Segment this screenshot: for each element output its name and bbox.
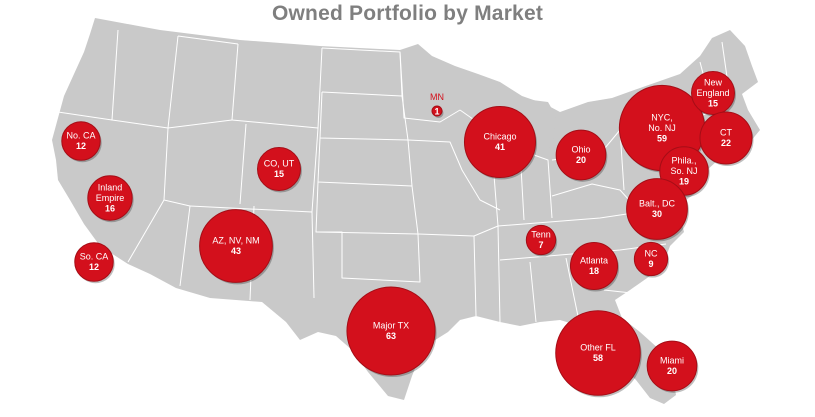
market-bubble — [555, 310, 641, 396]
market-bubble — [569, 241, 619, 291]
market-label: Chicago — [483, 132, 516, 142]
market-bubble — [525, 224, 557, 256]
market-bubble — [626, 178, 688, 240]
market-label: Major TX — [373, 321, 409, 331]
market-value: 18 — [589, 266, 599, 276]
map-title: Owned Portfolio by Market — [271, 2, 544, 25]
market-label: NC — [645, 249, 658, 259]
market-label: Miami — [660, 356, 684, 366]
market-value: 22 — [721, 138, 731, 148]
market-value: 58 — [593, 353, 603, 363]
market-bubble — [646, 340, 698, 392]
market-value: 30 — [652, 209, 662, 219]
market-bubble — [61, 121, 101, 161]
market-label: MN — [430, 92, 444, 102]
market-value: 16 — [105, 203, 115, 213]
market-label: NYC, — [651, 112, 673, 122]
market-value: 63 — [386, 331, 396, 341]
market-label: Tenn — [531, 230, 551, 240]
market-label: CT — [720, 128, 732, 138]
market-value: 20 — [667, 366, 677, 376]
market-bubble — [633, 241, 669, 277]
market-value: 1 — [434, 107, 439, 117]
market-label: England — [696, 88, 729, 98]
market-bubble — [431, 105, 443, 117]
market-label: No. NJ — [648, 123, 676, 133]
market-bubble — [346, 286, 436, 376]
market-mn: MN 1 — [430, 92, 444, 118]
market-value: 59 — [657, 133, 667, 143]
market-bubble — [74, 242, 114, 282]
market-label: CO, UT — [264, 159, 295, 169]
market-bubble — [555, 129, 607, 181]
market-nc: NC9 — [633, 241, 670, 278]
market-label: Inland — [98, 182, 123, 192]
market-bubble — [87, 175, 133, 221]
market-value: 19 — [679, 176, 689, 186]
market-value: 20 — [576, 155, 586, 165]
market-label: So. CA — [80, 252, 109, 262]
market-bubble — [691, 71, 735, 115]
market-bubble — [463, 105, 537, 179]
market-bubble — [699, 111, 753, 165]
market-label: Empire — [96, 193, 125, 203]
market-value: 15 — [274, 169, 284, 179]
market-value: 15 — [708, 98, 718, 108]
market-value: 7 — [538, 240, 543, 250]
market-label: Other FL — [580, 343, 616, 353]
market-label: New — [704, 77, 723, 87]
market-value: 12 — [76, 141, 86, 151]
market-label: Balt., DC — [639, 199, 676, 209]
market-label: Phila., — [671, 155, 696, 165]
market-label: So. NJ — [670, 166, 697, 176]
market-bubble — [199, 209, 273, 283]
contiguous-us-shape — [52, 18, 760, 404]
market-label: AZ, NV, NM — [212, 236, 259, 246]
market-value: 12 — [89, 262, 99, 272]
market-value: 41 — [495, 142, 505, 152]
market-label: Ohio — [571, 145, 590, 155]
market-label: No. CA — [66, 131, 95, 141]
market-value: 9 — [648, 259, 653, 269]
market-label: Atlanta — [580, 256, 608, 266]
market-value: 43 — [231, 246, 241, 256]
market-bubble — [257, 147, 301, 191]
